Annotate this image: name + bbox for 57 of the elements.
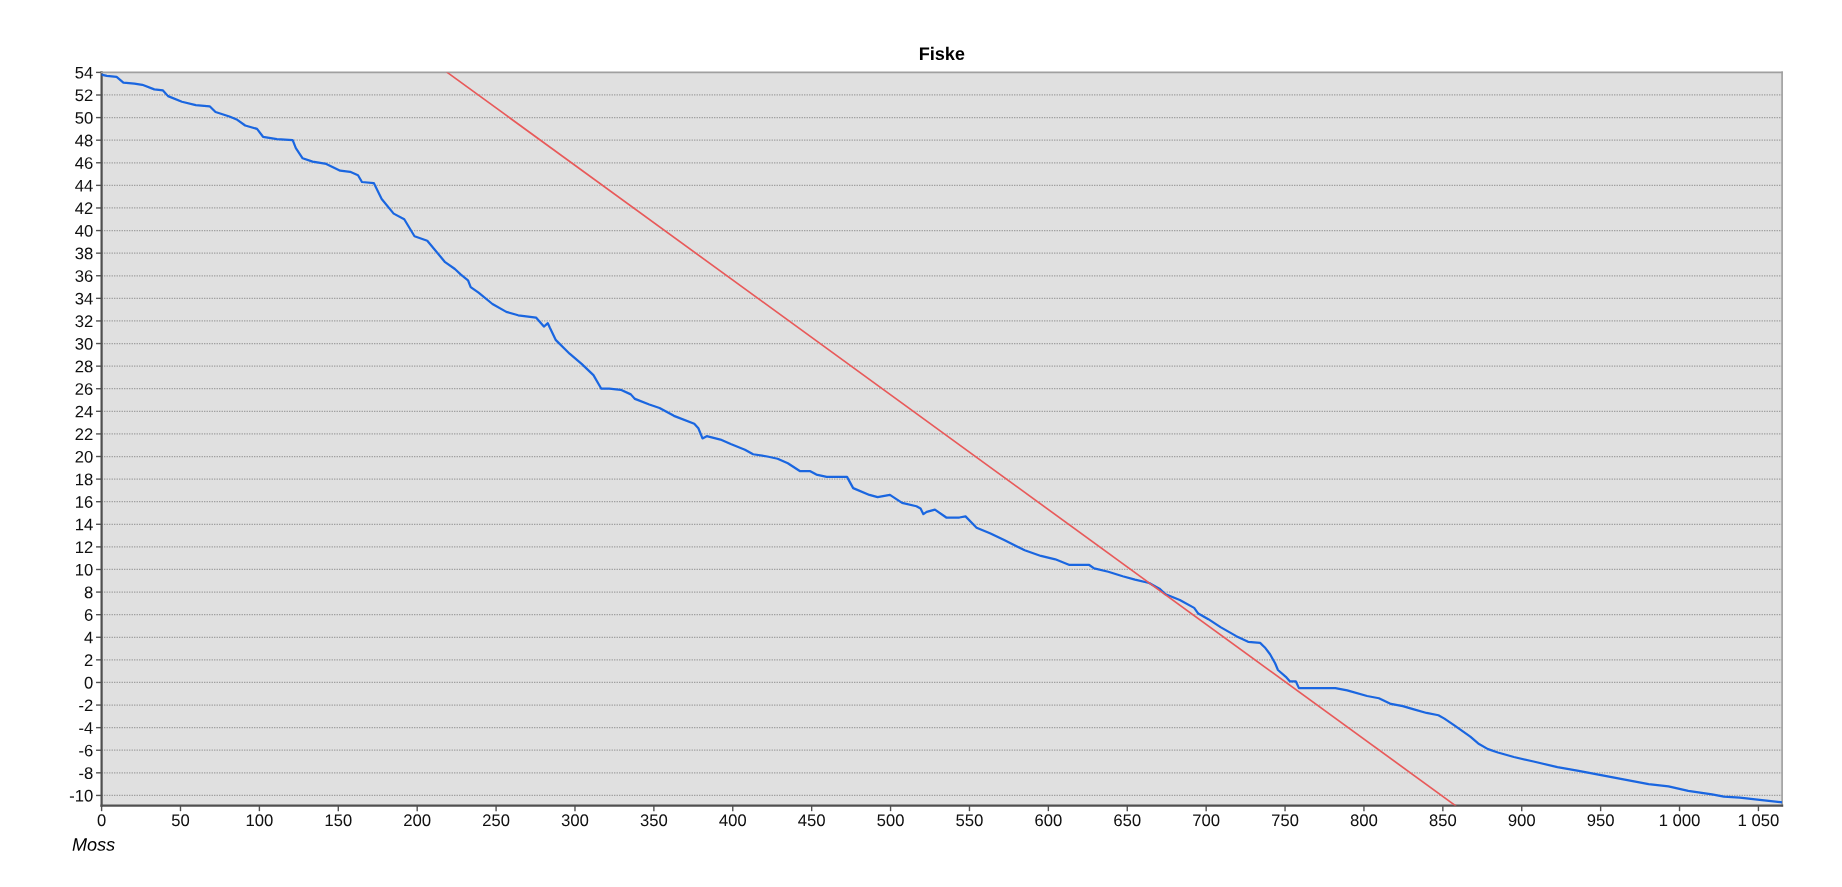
y-tick-label: -6 [79,744,93,757]
y-tick-label: 28 [75,360,93,373]
y-tick-label: 12 [76,541,93,553]
x-tick-label: 200 [404,814,431,827]
x-tick-label: 850 [1429,814,1457,827]
y-tick-label: -8 [79,767,93,780]
y-tick-label: -4 [79,722,93,734]
y-tick-label: 16 [76,496,93,508]
x-tick-label: 600 [1035,814,1062,827]
y-tick-label: 20 [75,450,93,463]
x-axis-title: Moss [72,838,115,851]
x-tick-label: 50 [171,814,190,827]
y-tick-label: 38 [75,247,93,260]
y-tick-label: 0 [84,676,93,689]
x-tick-label: 700 [1193,814,1220,827]
y-tick-label: 24 [75,405,93,418]
x-tick-label: 100 [246,814,273,827]
x-tick-label: 250 [483,814,510,827]
y-tick-label: 50 [75,111,93,124]
y-tick-label: 4 [84,631,93,644]
y-tick-label: 30 [75,337,93,350]
x-tick-label: 350 [640,814,668,827]
y-tick-label: 48 [75,134,93,147]
y-tick-label: 40 [75,224,93,237]
x-tick-label: 800 [1350,814,1378,827]
x-tick-label: 750 [1272,814,1299,827]
y-tick-label: 8 [84,586,93,599]
x-tick-label: 550 [956,814,983,827]
y-tick-label: 22 [75,428,93,440]
x-tick-label: 500 [877,814,904,827]
y-tick-label: 2 [84,654,93,666]
y-tick-label: 46 [75,157,93,169]
x-tick-label: 150 [325,814,352,827]
x-tick-label: 900 [1508,814,1535,827]
y-tick-label: 34 [75,292,93,305]
chart-title: Fiske [919,46,965,61]
y-tick-label: 32 [75,315,93,328]
y-tick-label: 18 [76,473,93,486]
y-tick-label: 26 [75,383,93,395]
x-tick-label: 400 [719,814,747,827]
y-tick-label: -10 [69,789,93,802]
x-tick-label: 950 [1587,814,1614,827]
y-tick-label: 52 [75,89,93,102]
x-tick-label: 1 050 [1738,814,1779,827]
x-tick-label: 450 [798,814,825,827]
x-tick-label: 0 [97,814,106,827]
x-tick-label: 1 000 [1659,814,1700,827]
x-tick-label: 300 [561,814,589,827]
y-tick-label: -2 [79,699,93,712]
y-tick-label: 42 [75,202,93,215]
y-tick-label: 44 [75,179,93,192]
y-tick-label: 36 [75,270,93,282]
y-tick-label: 14 [76,518,93,531]
x-tick-label: 650 [1114,814,1141,827]
y-tick-label: 10 [76,563,93,576]
y-tick-label: 6 [84,609,93,621]
y-tick-label: 54 [75,66,93,79]
